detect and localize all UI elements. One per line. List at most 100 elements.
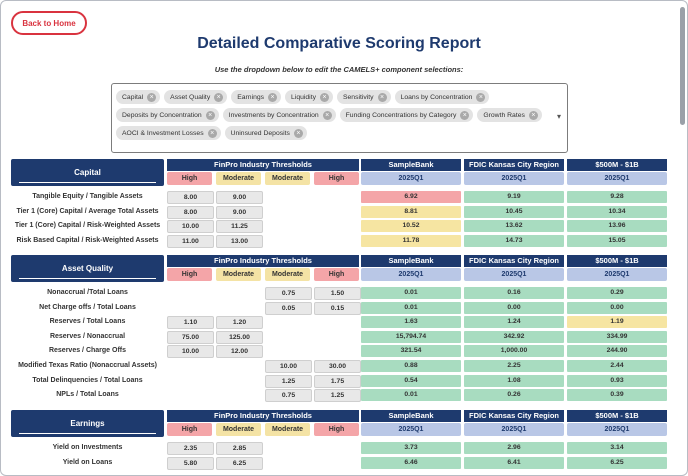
threshold-subheader: Moderate [265, 268, 310, 281]
threshold-subheader: Moderate [265, 172, 310, 185]
remove-chip-icon[interactable]: × [207, 128, 217, 138]
remove-chip-icon[interactable]: × [214, 92, 224, 102]
row-label: Nonaccrual /Total Loans [47, 289, 128, 296]
period-subheader: 2025Q1 [361, 172, 461, 185]
table-row: Yield on Loans 5.80 6.25 6.46 6.41 6.25 [11, 456, 667, 471]
table-row: Reserves / Total Loans 1.10 1.20 1.63 1.24 1.… [11, 315, 667, 330]
threshold-value: 75.00 [167, 330, 214, 344]
component-chip[interactable]: Earnings × [231, 90, 282, 104]
chevron-down-icon[interactable]: ▾ [556, 112, 561, 121]
remove-chip-icon[interactable]: × [528, 110, 538, 120]
metric-value: 244.90 [567, 345, 667, 358]
threshold-subheader: High [167, 172, 212, 185]
metric-value: 1.08 [464, 374, 564, 387]
threshold-value: 1.10 [167, 316, 214, 330]
metric-value: 0.01 [361, 287, 461, 299]
section-title: Capital [11, 159, 164, 186]
table-row: NPLs / Total Loans 0.75 1.25 0.01 0.26 0.39 [11, 388, 667, 403]
threshold-value: 11.25 [216, 220, 263, 234]
component-chip[interactable]: Sensitivity × [336, 90, 391, 104]
remove-chip-icon[interactable]: × [460, 110, 470, 120]
period-subheader: 2025Q1 [567, 172, 667, 185]
finpro-thresholds-header: FinPro Industry Thresholds [167, 410, 359, 422]
column-header: $500M - $1B [567, 410, 667, 422]
component-chip[interactable]: Uninsured Deposits × [224, 126, 307, 140]
table-row: Risk Based Capital / Risk-Weighted Asset… [11, 234, 667, 249]
component-multiselect[interactable]: Capital × Asset Quality × Earnings × Liquidity… [111, 83, 568, 153]
column-header: FDIC Kansas City Region [464, 410, 564, 422]
metric-value: 342.92 [464, 330, 564, 343]
metric-value: 11.78 [361, 234, 461, 247]
row-label: Tier 1 (Core) Capital / Risk-Weighted As… [14, 222, 161, 230]
vertical-scrollbar[interactable] [680, 7, 685, 125]
remove-chip-icon[interactable]: × [377, 92, 387, 102]
metric-value: 321.54 [361, 345, 461, 358]
remove-chip-icon[interactable]: × [147, 92, 157, 102]
threshold-value: 8.00 [167, 205, 214, 219]
component-chip[interactable]: Deposits by Concentration × [116, 108, 219, 122]
component-chip[interactable]: AOCI & Investment Losses × [116, 126, 221, 140]
column-header: FDIC Kansas City Region [464, 255, 564, 267]
table-row: Tier 1 (Core) Capital / Risk-Weighted As… [11, 219, 667, 234]
threshold-subheader: High [314, 268, 359, 281]
section-header: Earnings FinPro Industry Thresholds Sample… [11, 410, 667, 437]
metric-value: 0.01 [361, 301, 461, 314]
threshold-value: 10.00 [167, 345, 214, 359]
threshold-value: 1.50 [314, 287, 361, 300]
chip-label: Sensitivity [342, 93, 374, 101]
remove-chip-icon[interactable]: × [205, 110, 215, 120]
threshold-value: 2.35 [167, 442, 214, 455]
period-subheader: 2025Q1 [567, 268, 667, 281]
component-chip[interactable]: Liquidity × [285, 90, 333, 104]
chip-label: Growth Rates [483, 111, 525, 119]
metric-value: 3.73 [361, 442, 461, 454]
threshold-subheader: High [167, 268, 212, 281]
period-subheader: 2025Q1 [464, 423, 564, 436]
row-label: Yield on Investments [52, 444, 123, 451]
table-row: Total Delinquencies / Total Loans 1.25 1.7… [11, 374, 667, 389]
remove-chip-icon[interactable]: × [319, 92, 329, 102]
metric-value: 15.05 [567, 234, 667, 247]
threshold-value: 12.00 [216, 345, 263, 359]
section-title: Asset Quality [11, 255, 164, 282]
metric-value: 0.01 [361, 389, 461, 402]
metric-value: 15,794.74 [361, 330, 461, 343]
component-chip[interactable]: Investments by Concentration × [222, 108, 336, 122]
table-row: Reserves / Charge Offs 10.00 12.00 321.54 1,… [11, 344, 667, 359]
column-header: SampleBank [361, 159, 461, 171]
threshold-value: 125.00 [216, 330, 263, 344]
threshold-value: 10.00 [265, 359, 312, 373]
remove-chip-icon[interactable]: × [293, 128, 303, 138]
row-label: Risk Based Capital / Risk-Weighted Asset… [16, 236, 159, 244]
component-chip[interactable]: Asset Quality × [164, 90, 228, 104]
threshold-value: 2.85 [216, 442, 263, 455]
chip-label: Liquidity [291, 93, 316, 101]
table-row: Tangible Equity / Tangible Assets 8.00 9.0… [11, 190, 667, 205]
metric-value: 0.16 [464, 287, 564, 299]
remove-chip-icon[interactable]: × [322, 110, 332, 120]
threshold-value: 13.00 [216, 234, 263, 248]
metric-value: 6.92 [361, 191, 461, 203]
component-chip[interactable]: Funding Concentrations by Category × [339, 108, 474, 122]
threshold-value: 0.75 [265, 389, 312, 403]
threshold-subheader: High [167, 423, 212, 436]
remove-chip-icon[interactable]: × [476, 92, 486, 102]
chip-label: Investments by Concentration [228, 111, 319, 119]
component-chip[interactable]: Capital × [116, 90, 161, 104]
section-header: Asset Quality FinPro Industry Thresholds S… [11, 255, 667, 282]
threshold-value: 5.80 [167, 456, 214, 470]
chip-label: AOCI & Investment Losses [122, 129, 204, 137]
metric-value: 0.00 [464, 301, 564, 314]
remove-chip-icon[interactable]: × [268, 92, 278, 102]
metric-value: 0.93 [567, 374, 667, 387]
metric-value: 6.46 [361, 456, 461, 469]
threshold-value: 0.75 [265, 287, 312, 300]
back-to-home-button[interactable]: Back to Home [11, 11, 87, 35]
component-chip[interactable]: Growth Rates × [477, 108, 542, 122]
metric-value: 0.29 [567, 287, 667, 299]
component-chip[interactable]: Loans by Concentration × [394, 90, 490, 104]
column-header: $500M - $1B [567, 255, 667, 267]
chip-label: Loans by Concentration [400, 93, 473, 101]
column-header: SampleBank [361, 410, 461, 422]
table-row: Net Charge offs / Total Loans 0.05 0.15 0.0… [11, 301, 667, 316]
